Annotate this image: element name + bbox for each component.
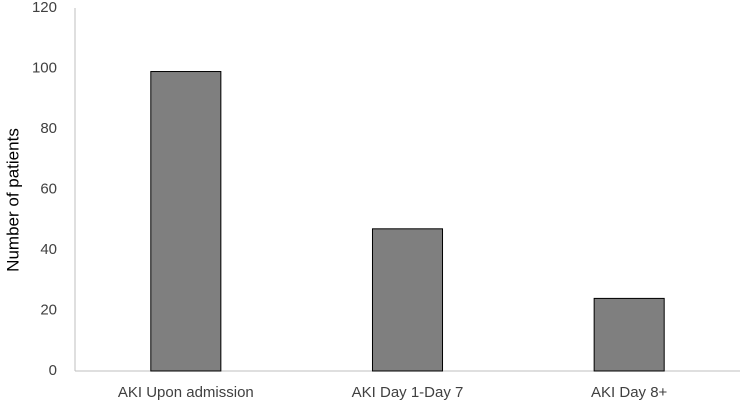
x-tick-label: AKI Upon admission — [118, 384, 254, 401]
y-tick-label: 60 — [40, 180, 57, 197]
y-tick-label: 0 — [49, 362, 57, 379]
x-tick-label: AKI Day 8+ — [591, 384, 668, 401]
y-axis-label: Number of patients — [3, 128, 22, 272]
y-tick-label: 40 — [40, 241, 57, 258]
bar — [371, 228, 444, 372]
y-tick-label: 20 — [40, 301, 57, 318]
x-tick-label: AKI Day 1-Day 7 — [352, 384, 464, 401]
y-tick-label: 80 — [40, 120, 57, 137]
bar — [593, 297, 665, 372]
y-tick-label: 120 — [32, 0, 57, 16]
bar — [150, 71, 222, 372]
y-tick-label: 100 — [32, 59, 57, 76]
